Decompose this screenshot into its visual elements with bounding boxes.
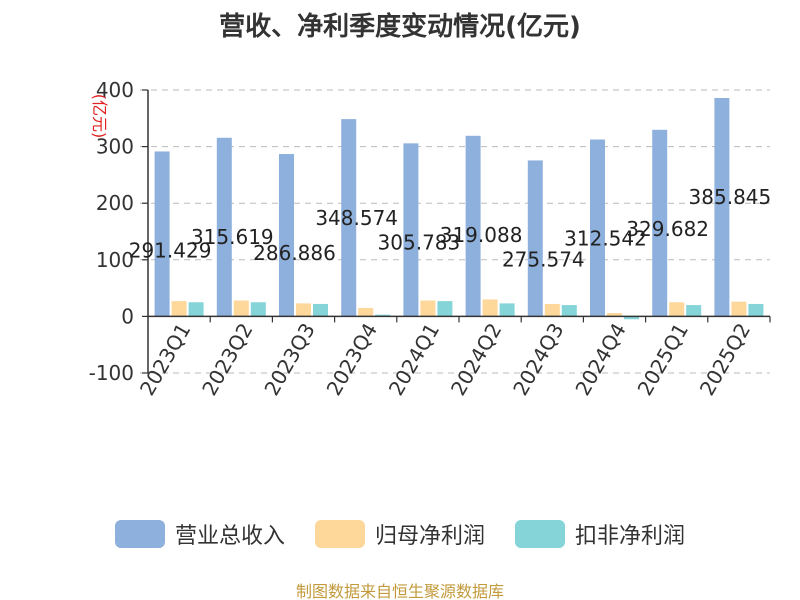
bar-deducted-profit-2024Q4[interactable]: [624, 316, 639, 320]
y-tick-label: 400: [96, 78, 134, 102]
legend-swatch-deducted-profit: [515, 520, 565, 548]
y-tick-label: 100: [96, 248, 134, 272]
data-label-revenue-2024Q3: 275.574: [502, 247, 585, 271]
data-label-revenue-2023Q4: 348.574: [315, 206, 398, 230]
y-tick-label: 0: [121, 304, 134, 328]
bar-revenue-2024Q1[interactable]: [403, 143, 419, 317]
bar-revenue-2024Q3[interactable]: [527, 160, 543, 317]
legend-item-net-profit[interactable]: 归母净利润: [314, 518, 485, 550]
bar-net-profit-2025Q1[interactable]: [669, 302, 685, 317]
bar-net-profit-2023Q1[interactable]: [171, 301, 187, 317]
y-tick-label: 300: [96, 135, 134, 159]
x-tick-label: 2025Q2: [695, 319, 755, 400]
legend-swatch-net-profit: [314, 520, 365, 548]
bar-deducted-profit-2024Q3[interactable]: [561, 305, 577, 317]
x-tick-label: 2023Q2: [197, 319, 257, 400]
data-label-revenue-2023Q2: 315.619: [191, 225, 274, 249]
x-tick-label: 2024Q4: [570, 319, 630, 400]
bar-revenue-2024Q4[interactable]: [590, 139, 605, 317]
bar-deducted-profit-2023Q4[interactable]: [375, 314, 391, 317]
x-tick-label: 2023Q1: [135, 319, 195, 400]
bar-deducted-profit-2023Q3[interactable]: [313, 303, 328, 317]
bar-revenue-2023Q3[interactable]: [279, 154, 294, 317]
bar-net-profit-2023Q4[interactable]: [358, 307, 374, 317]
bar-net-profit-2024Q3[interactable]: [544, 303, 560, 317]
data-label-revenue-2023Q1: 291.429: [129, 238, 212, 262]
bar-net-profit-2023Q3[interactable]: [296, 303, 311, 317]
data-label-revenue-2024Q1: 305.783: [378, 230, 461, 254]
x-tick-label: 2024Q2: [446, 319, 506, 400]
legend-label-net-profit: 归母净利润: [374, 524, 485, 549]
x-tick-label: 2024Q1: [384, 319, 444, 400]
data-label-revenue-2024Q2: 319.088: [440, 223, 523, 247]
y-tick-label: 200: [96, 191, 134, 215]
bar-deducted-profit-2023Q1[interactable]: [188, 302, 204, 317]
bar-deducted-profit-2024Q1[interactable]: [437, 301, 453, 317]
bar-revenue-2025Q1[interactable]: [652, 129, 668, 317]
data-label-revenue-2023Q3: 286.886: [253, 241, 336, 265]
x-tick-label: 2023Q3: [259, 319, 319, 400]
bar-net-profit-2024Q1[interactable]: [420, 300, 436, 317]
bar-series: [154, 98, 764, 320]
legend-item-revenue[interactable]: 营业总收入: [114, 518, 285, 550]
legend: 营业总收入 归母净利润 扣非净利润: [0, 518, 800, 550]
bar-deducted-profit-2025Q1[interactable]: [686, 305, 702, 317]
source-note: 制图数据来自恒生聚源数据库: [295, 582, 504, 600]
legend-item-deducted-profit[interactable]: 扣非净利润: [515, 518, 685, 550]
grid-lines: [140, 89, 770, 374]
legend-label-deducted-profit: 扣非净利润: [575, 524, 686, 549]
data-label-revenue-2025Q1: 329.682: [626, 217, 709, 241]
bar-deducted-profit-2023Q2[interactable]: [250, 302, 266, 317]
bar-revenue-2023Q2[interactable]: [216, 137, 232, 317]
x-tick-label: 2023Q4: [322, 319, 382, 400]
bar-revenue-2023Q4[interactable]: [341, 119, 357, 317]
x-tick-label: 2024Q3: [508, 319, 568, 400]
bar-revenue-2025Q2[interactable]: [714, 98, 730, 317]
bar-revenue-2024Q2[interactable]: [465, 135, 481, 317]
legend-swatch-revenue: [114, 520, 165, 548]
x-tick-label: 2025Q1: [633, 319, 693, 400]
bar-revenue-2023Q1[interactable]: [154, 151, 170, 317]
bar-net-profit-2025Q2[interactable]: [731, 301, 747, 317]
y-axis-unit-label: (亿元): [90, 94, 109, 139]
bar-net-profit-2023Q2[interactable]: [233, 300, 249, 317]
y-tick-label: -100: [89, 361, 134, 385]
bar-net-profit-2024Q2[interactable]: [482, 299, 498, 317]
data-label-revenue-2024Q4: 312.542: [564, 227, 647, 251]
bar-deducted-profit-2025Q2[interactable]: [748, 303, 764, 317]
chart-title: 营收、净利季度变动情况(亿元): [219, 12, 581, 42]
bar-net-profit-2024Q4[interactable]: [607, 313, 622, 317]
bar-deducted-profit-2024Q2[interactable]: [499, 303, 515, 317]
legend-label-revenue: 营业总收入: [174, 524, 285, 549]
data-label-revenue-2025Q2: 385.845: [689, 185, 772, 209]
